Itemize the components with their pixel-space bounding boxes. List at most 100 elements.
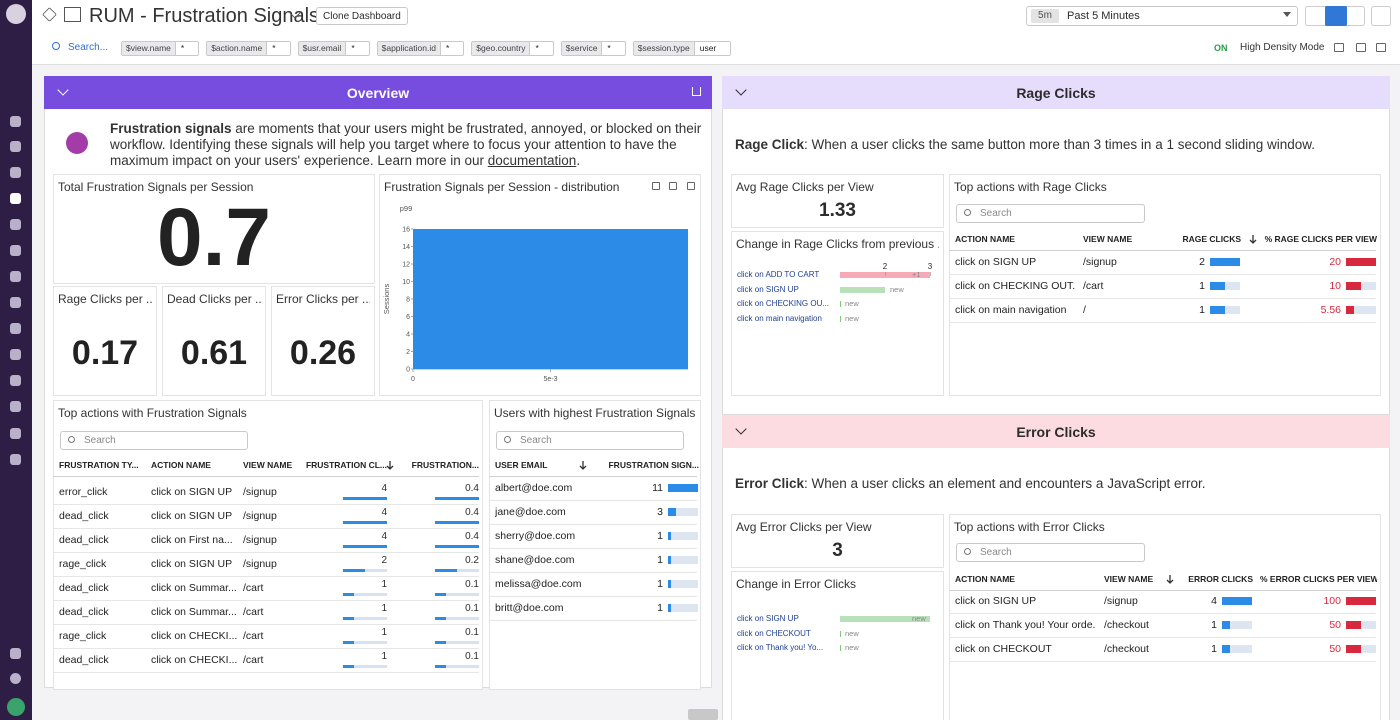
bar-track [1222,645,1252,653]
table-bar [435,593,446,596]
column-header[interactable]: % RAGE CLICKS PER VIEW [1264,234,1377,244]
table-number: 2 [381,555,387,566]
density-toggle[interactable]: ON [1214,43,1228,53]
change-label[interactable]: click on SIGN UP [737,614,799,623]
widget-action[interactable] [652,182,660,190]
bar-track [343,593,387,596]
column-header[interactable]: ACTION NAME [955,234,1015,244]
column-header[interactable]: VIEW NAME [1083,234,1133,244]
filter-chip[interactable]: $application.id * [376,41,465,56]
nav-icon [10,271,21,282]
column-header[interactable]: USER EMAIL [495,460,548,470]
y-tick-label: 2 [406,349,410,356]
bar-track [1210,306,1240,314]
toolbar-icon[interactable] [1334,43,1344,52]
change-label[interactable]: click on CHECKOUT [737,628,811,638]
nav-icon[interactable] [10,193,21,204]
filter-name: $geo.country [472,42,531,55]
table-cell: / [1083,304,1086,316]
column-header[interactable]: VIEW NAME [243,460,293,470]
export-icon[interactable] [692,87,701,96]
column-header[interactable]: FRUSTRATION... [411,460,479,470]
zoom-button[interactable] [1371,6,1391,26]
doc-link[interactable]: documentation [487,153,577,168]
pause-button[interactable] [1325,6,1347,26]
column-header[interactable]: FRUSTRATION TY... [59,460,139,470]
table-cell: click on First na... [151,534,233,546]
query-value: 0.26 [289,334,357,372]
column-header[interactable]: ERROR CLICKS [1188,574,1253,584]
column-header[interactable]: FRUSTRATION SIGN... [608,460,699,470]
search-input[interactable]: Search [60,431,248,450]
table-number: 100 [1323,595,1341,607]
table-bar [668,556,671,564]
column-header[interactable]: % ERROR CLICKS PER VIEW [1260,574,1377,584]
toolbar-icon[interactable] [1356,43,1366,52]
table-cell: click on SIGN UP [151,558,233,570]
filter-chip[interactable]: $usr.email * [297,41,370,56]
filter-chip[interactable]: $action.name * [206,41,291,56]
search-icon [964,548,971,555]
search-input[interactable]: Search [956,543,1145,562]
filter-chip[interactable]: $geo.country * [471,41,554,56]
change-label[interactable]: click on Thank you! Yo... [737,643,824,652]
sort-arrow [386,461,394,470]
bar-track [343,641,387,644]
avg-widget [731,514,944,568]
table-bar [435,521,479,524]
column-header[interactable]: ACTION NAME [955,574,1015,584]
table-cell: sherry@doe.com [495,530,576,542]
table-cell: click on main navigation [955,304,1067,316]
description-text: : When a user clicks an element and enco… [804,476,1206,491]
intro-body: are moments that your users might be fru… [110,121,702,168]
table-number: 1 [1199,304,1205,316]
table-cell: click on SIGN UP [151,510,233,522]
filter-chip[interactable]: $view.name * [121,41,200,56]
nav-icon [10,141,21,152]
widget-action[interactable] [687,182,695,190]
filter-search[interactable]: Search... [68,42,109,53]
filter-chip[interactable]: $session.type user [632,41,732,56]
nav-icon [10,648,21,659]
bar-track [343,617,387,620]
x-tick-label: 0 [411,376,415,383]
widget-action[interactable] [669,182,677,190]
nav-icon [10,673,21,684]
table-number: 0.1 [465,651,479,662]
y-tick-label: 6 [406,314,410,321]
column-header[interactable]: VIEW NAME [1104,574,1154,584]
change-label[interactable]: click on main navigation [737,313,822,323]
search-input[interactable]: Search [496,431,684,450]
table-cell: /cart [243,582,264,594]
bar-track [668,580,698,588]
bar-track [435,665,479,668]
widget-title: Error Clicks per ... [276,292,370,306]
change-note: new [845,299,859,308]
dashboard-title: RUM - Frustration Signals [89,5,320,27]
column-header[interactable]: RAGE CLICKS [1182,234,1241,244]
filter-chip[interactable]: $service * [560,41,626,56]
avg-widget [731,174,944,228]
density-label: High Density Mode [1240,42,1325,53]
resize-handle[interactable] [688,709,718,720]
clone-button[interactable]: Clone Dashboard [316,7,408,25]
change-label[interactable]: click on CHECKING OU... [737,299,830,308]
change-label[interactable]: click on ADD TO CART [737,270,820,279]
change-label[interactable]: click on SIGN UP [737,284,799,294]
table-number: 0.4 [465,483,479,494]
frustration-icon [66,132,88,154]
column-header[interactable]: FRUSTRATION CL... [305,460,387,470]
table-cell: /cart [1083,280,1104,292]
table-bar [1346,258,1376,266]
query-value-widget [162,286,266,396]
change-note: new [912,614,926,623]
time-picker[interactable]: 5m Past 5 Minutes [1026,6,1298,26]
row-rule [949,322,1376,323]
table-bar [343,521,387,524]
y-tick-label: 14 [402,244,410,251]
bar-track [1222,621,1252,629]
search-input[interactable]: Search [956,204,1145,223]
filter-name: $service [561,42,603,55]
toolbar-icon[interactable] [1376,43,1386,52]
column-header[interactable]: ACTION NAME [151,460,211,470]
